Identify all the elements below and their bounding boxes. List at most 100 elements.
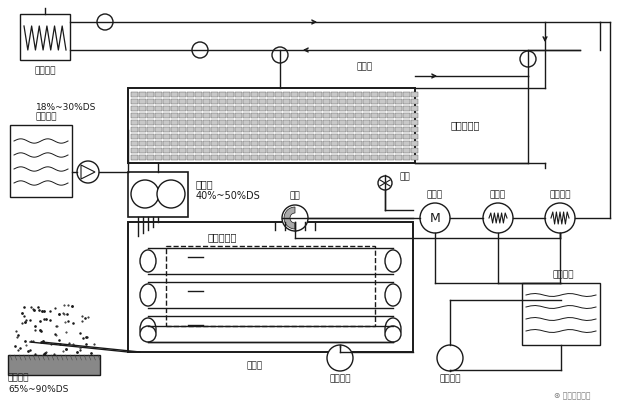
Bar — [187, 141, 194, 146]
Bar — [155, 99, 162, 104]
Bar — [403, 141, 410, 146]
Ellipse shape — [385, 326, 401, 342]
Bar — [195, 141, 202, 146]
Bar — [203, 148, 210, 153]
Bar — [235, 113, 242, 118]
Bar — [387, 127, 394, 132]
Bar — [387, 99, 394, 104]
Bar — [291, 113, 298, 118]
Bar — [315, 120, 322, 125]
Bar — [267, 99, 274, 104]
Text: 热量回收: 热量回收 — [439, 375, 461, 384]
Bar — [363, 106, 370, 111]
Bar — [187, 92, 194, 97]
Bar — [243, 127, 250, 132]
Bar — [219, 120, 226, 125]
Bar — [163, 120, 170, 125]
Bar — [411, 99, 418, 104]
Bar — [195, 99, 202, 104]
Bar — [235, 141, 242, 146]
Bar — [299, 141, 306, 146]
Bar — [259, 155, 266, 160]
Bar — [131, 141, 138, 146]
Bar — [339, 120, 346, 125]
Bar — [275, 141, 282, 146]
Bar — [315, 148, 322, 153]
Bar — [219, 127, 226, 132]
Bar — [307, 141, 314, 146]
Bar — [275, 134, 282, 139]
Bar — [323, 134, 330, 139]
Bar — [323, 148, 330, 153]
Bar — [323, 92, 330, 97]
Bar — [155, 148, 162, 153]
Bar — [323, 120, 330, 125]
Bar — [315, 113, 322, 118]
Bar — [339, 92, 346, 97]
Text: 65%~90%DS: 65%~90%DS — [8, 384, 68, 394]
Bar — [307, 148, 314, 153]
Bar — [339, 99, 346, 104]
Bar — [379, 99, 386, 104]
Bar — [128, 222, 413, 352]
Bar — [291, 134, 298, 139]
Bar — [403, 134, 410, 139]
Bar — [299, 120, 306, 125]
Bar — [411, 155, 418, 160]
Bar — [347, 92, 354, 97]
Bar — [166, 246, 375, 326]
Bar — [387, 155, 394, 160]
Bar — [251, 113, 258, 118]
Bar — [339, 155, 346, 160]
Bar — [211, 106, 218, 111]
Bar — [371, 99, 378, 104]
Text: M: M — [429, 211, 440, 224]
Bar — [267, 134, 274, 139]
Bar — [331, 141, 338, 146]
Bar — [155, 155, 162, 160]
Bar — [187, 113, 194, 118]
Bar — [411, 134, 418, 139]
Bar — [283, 113, 290, 118]
Bar — [371, 106, 378, 111]
Bar — [299, 106, 306, 111]
Bar — [147, 141, 154, 146]
Bar — [139, 141, 146, 146]
Bar — [251, 148, 258, 153]
Bar — [315, 141, 322, 146]
Bar — [179, 155, 186, 160]
Bar — [171, 148, 178, 153]
Bar — [307, 99, 314, 104]
Bar — [243, 134, 250, 139]
Bar — [147, 120, 154, 125]
Bar — [355, 92, 362, 97]
Bar — [267, 120, 274, 125]
Bar — [395, 106, 402, 111]
Bar — [283, 148, 290, 153]
Bar — [283, 127, 290, 132]
Bar — [291, 92, 298, 97]
Bar — [235, 92, 242, 97]
Bar — [283, 141, 290, 146]
Bar — [379, 106, 386, 111]
Bar — [171, 134, 178, 139]
Text: 风机: 风机 — [290, 192, 300, 200]
Bar — [283, 120, 290, 125]
Bar — [179, 134, 186, 139]
Bar — [363, 155, 370, 160]
Bar — [187, 120, 194, 125]
Bar — [331, 92, 338, 97]
Bar — [243, 120, 250, 125]
Circle shape — [77, 161, 99, 183]
Bar — [291, 127, 298, 132]
Bar — [219, 141, 226, 146]
Bar — [131, 92, 138, 97]
Bar — [267, 106, 274, 111]
Bar — [147, 127, 154, 132]
Bar — [522, 283, 600, 345]
Bar — [395, 155, 402, 160]
Bar — [179, 106, 186, 111]
Bar — [139, 113, 146, 118]
Bar — [331, 106, 338, 111]
Bar — [363, 120, 370, 125]
